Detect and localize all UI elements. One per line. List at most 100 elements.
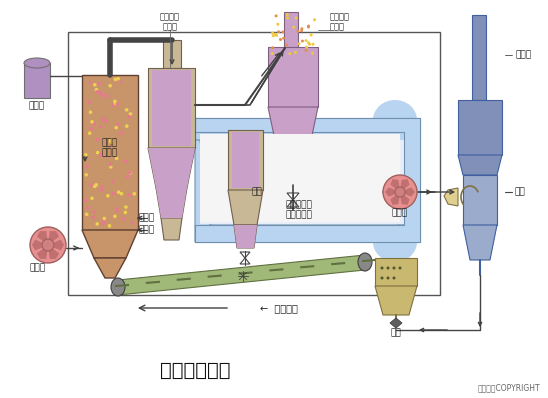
Circle shape xyxy=(111,104,114,107)
Circle shape xyxy=(100,93,104,97)
Circle shape xyxy=(93,185,96,188)
Circle shape xyxy=(89,110,92,114)
Circle shape xyxy=(275,14,278,18)
Text: 重油池: 重油池 xyxy=(29,101,45,111)
Circle shape xyxy=(128,171,132,175)
Circle shape xyxy=(84,173,88,177)
Text: 助燃用: 助燃用 xyxy=(139,226,155,234)
Bar xyxy=(200,134,400,222)
Circle shape xyxy=(111,192,115,195)
Circle shape xyxy=(308,43,311,46)
Circle shape xyxy=(111,180,114,183)
Circle shape xyxy=(110,140,113,144)
Ellipse shape xyxy=(24,58,50,68)
Polygon shape xyxy=(234,225,257,248)
Polygon shape xyxy=(195,118,420,242)
Bar xyxy=(232,132,259,188)
Circle shape xyxy=(392,267,396,269)
Circle shape xyxy=(93,83,96,87)
Text: 帶式輸送機: 帶式輸送機 xyxy=(285,211,312,220)
Text: 東方仿真COPYRIGHT: 東方仿真COPYRIGHT xyxy=(477,383,540,392)
Text: 二次旋流
分離器: 二次旋流 分離器 xyxy=(330,12,350,32)
Circle shape xyxy=(286,16,289,20)
Bar xyxy=(458,100,502,155)
Circle shape xyxy=(125,175,129,178)
Polygon shape xyxy=(156,188,187,218)
Circle shape xyxy=(42,239,54,251)
Polygon shape xyxy=(400,179,409,192)
Bar xyxy=(463,175,497,225)
Circle shape xyxy=(288,52,292,55)
Circle shape xyxy=(88,131,92,135)
Circle shape xyxy=(271,52,273,55)
Circle shape xyxy=(83,199,87,202)
Circle shape xyxy=(380,267,384,269)
Text: 啟動用: 啟動用 xyxy=(139,213,155,222)
Circle shape xyxy=(116,77,120,80)
Polygon shape xyxy=(37,245,48,259)
Text: 抽風機: 抽風機 xyxy=(392,209,408,217)
Polygon shape xyxy=(287,200,299,207)
Circle shape xyxy=(115,126,118,129)
Polygon shape xyxy=(228,190,263,225)
Polygon shape xyxy=(48,245,59,259)
Polygon shape xyxy=(280,165,306,185)
Circle shape xyxy=(383,175,417,209)
Text: 流化床
焚燒爐: 流化床 焚燒爐 xyxy=(102,138,118,158)
Circle shape xyxy=(113,102,117,105)
Circle shape xyxy=(124,160,128,163)
Circle shape xyxy=(84,153,88,157)
Circle shape xyxy=(101,118,105,122)
Circle shape xyxy=(124,205,128,209)
Circle shape xyxy=(305,49,307,52)
Bar xyxy=(195,222,415,242)
Circle shape xyxy=(118,79,122,83)
Circle shape xyxy=(277,30,280,33)
Bar xyxy=(82,75,138,230)
Circle shape xyxy=(105,94,109,98)
Polygon shape xyxy=(444,188,458,206)
Circle shape xyxy=(275,34,278,37)
Ellipse shape xyxy=(111,278,125,296)
Circle shape xyxy=(133,192,136,196)
Circle shape xyxy=(285,43,288,47)
Circle shape xyxy=(386,277,390,279)
Bar xyxy=(212,138,397,225)
Circle shape xyxy=(85,165,89,168)
Polygon shape xyxy=(390,192,400,205)
Circle shape xyxy=(301,39,304,43)
Polygon shape xyxy=(240,252,250,258)
Polygon shape xyxy=(195,118,420,242)
Circle shape xyxy=(311,43,315,46)
Circle shape xyxy=(88,100,91,104)
Circle shape xyxy=(99,154,103,158)
Bar xyxy=(375,258,417,286)
Circle shape xyxy=(276,23,279,26)
Polygon shape xyxy=(156,188,187,218)
Circle shape xyxy=(89,81,92,84)
Circle shape xyxy=(95,222,99,226)
Circle shape xyxy=(307,25,310,27)
Circle shape xyxy=(105,120,109,123)
Circle shape xyxy=(101,222,105,226)
Circle shape xyxy=(310,33,313,37)
Bar xyxy=(200,140,410,224)
Circle shape xyxy=(395,187,405,197)
Polygon shape xyxy=(82,230,138,258)
Circle shape xyxy=(125,108,128,112)
Circle shape xyxy=(123,211,127,214)
Polygon shape xyxy=(390,179,400,192)
Polygon shape xyxy=(276,145,310,165)
Circle shape xyxy=(99,152,102,156)
Circle shape xyxy=(102,117,106,121)
Circle shape xyxy=(128,171,132,174)
Circle shape xyxy=(119,192,123,195)
Circle shape xyxy=(109,139,112,142)
Text: 流化床焚燒爐: 流化床焚燒爐 xyxy=(160,361,230,380)
Circle shape xyxy=(380,277,384,279)
Circle shape xyxy=(298,42,300,45)
Text: 除塵器: 除塵器 xyxy=(515,51,531,59)
Circle shape xyxy=(102,219,106,222)
Polygon shape xyxy=(234,225,257,248)
Polygon shape xyxy=(195,140,415,242)
